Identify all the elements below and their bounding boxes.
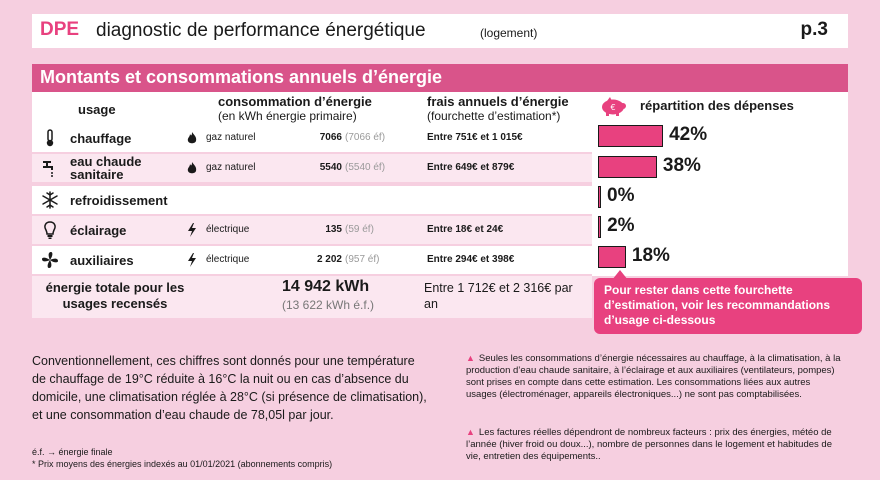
row-cost: Entre 751€ et 1 015€	[427, 132, 523, 143]
row-label: refroidissement	[70, 193, 168, 208]
note-scope: ▲ Seules les consommations d’énergie néce…	[466, 352, 842, 401]
document-title: diagnostic de performance énergétique	[96, 20, 426, 41]
row-energy: électrique	[206, 254, 250, 265]
column-consumption-subtitle: (en kWh énergie primaire)	[218, 109, 357, 123]
row-label: auxiliaires	[70, 253, 134, 268]
row-label: eau chaude sanitaire	[70, 154, 142, 182]
total-cost-range: Entre 1 712€ et 2 316€ par an	[424, 281, 573, 311]
document-header: DPE diagnostic de performance énergétiqu…	[32, 14, 848, 48]
note-prices: * Prix moyens des énergies indexés au 01…	[32, 459, 333, 469]
flame-icon	[187, 132, 197, 144]
document-subtitle: (logement)	[480, 26, 538, 40]
distribution-percent-eau-chaude: 38%	[662, 155, 701, 176]
svg-text:€: €	[610, 103, 615, 112]
column-usage: usage	[78, 102, 116, 117]
row-ef: (7066 éf)	[345, 132, 386, 143]
row-energy: gaz naturel	[206, 132, 256, 143]
row-label: éclairage	[70, 223, 127, 238]
section-title: Montants et consommations annuels d’éner…	[40, 67, 443, 87]
lightning-icon	[188, 253, 196, 267]
warning-icon: ▲	[466, 427, 475, 437]
row-ef: (5540 éf)	[345, 162, 386, 173]
column-consumption-title: consommation d’énergie	[218, 94, 372, 109]
distribution-bar-refroidissement	[598, 186, 601, 208]
row-kwh: 135	[325, 224, 342, 235]
row-cost: Entre 18€ et 24€	[427, 224, 504, 235]
section-header: Montants et consommations annuels d’éner…	[32, 64, 848, 92]
fan-icon	[42, 252, 58, 268]
table-row-auxiliaires: auxiliaires électrique 2 202 (957 éf) En…	[32, 246, 592, 274]
distribution-percent-eclairage: 2%	[607, 215, 635, 236]
row-label: chauffage	[70, 131, 132, 146]
table-row-refroidissement: refroidissement	[32, 186, 592, 214]
note-factors: ▲ Les factures réelles dépendront de nomb…	[466, 426, 842, 463]
column-distribution: répartition des dépenses	[640, 98, 794, 113]
warning-icon: ▲	[466, 353, 475, 363]
distribution-bar-chauffage	[598, 125, 664, 147]
table-row-chauffage: chauffage gaz naturel 7066 (7066 éf) Ent…	[32, 124, 592, 152]
piggy-bank-icon: €	[602, 97, 626, 116]
column-costs: frais annuels d’énergie (fourchette d’es…	[427, 94, 569, 124]
lightning-icon	[188, 223, 196, 237]
total-ef: (13 622 kWh é.f.)	[282, 298, 375, 312]
callout-pointer	[612, 270, 628, 280]
distribution-bar-eau-chaude	[598, 156, 657, 178]
column-costs-title: frais annuels d’énergie	[427, 94, 569, 109]
row-energy: électrique	[206, 224, 250, 235]
dpe-logo-text: DPE	[40, 19, 80, 40]
column-consumption: consommation d’énergie (en kWh énergie p…	[218, 94, 372, 124]
total-kwh: 14 942 kWh	[282, 278, 370, 295]
table-row-eau-chaude: eau chaude sanitaire gaz naturel 5540 (5…	[32, 154, 592, 182]
row-kwh: 7066	[319, 132, 342, 143]
total-label: énergie totale pour les usages recensés	[45, 280, 185, 311]
distribution-percent-refroidissement: 0%	[607, 185, 635, 206]
row-cost: Entre 649€ et 879€	[427, 162, 515, 173]
recommendation-callout: Pour rester dans cette fourchette d’esti…	[594, 278, 862, 334]
row-ef: (957 éf)	[345, 254, 380, 265]
note-ef: é.f. → énergie finale	[32, 447, 113, 457]
page-number: p.3	[800, 19, 828, 40]
distribution-panel: € répartition des dépenses	[592, 92, 848, 276]
column-costs-subtitle: (fourchette d’estimation*)	[427, 109, 561, 123]
distribution-bar-auxiliaires	[598, 246, 626, 268]
lightbulb-icon	[44, 221, 56, 239]
row-cost: Entre 294€ et 398€	[427, 254, 515, 265]
note-scope-text: Seules les consommations d’énergie néces…	[466, 353, 841, 400]
row-kwh: 5540	[319, 162, 342, 173]
row-kwh: 2 202	[316, 254, 342, 265]
total-row: énergie totale pour les usages recensés …	[32, 276, 592, 318]
distribution-percent-auxiliaires: 18%	[631, 245, 670, 266]
flame-icon	[187, 162, 197, 174]
table-row-eclairage: éclairage électrique 135 (59 éf) Entre 1…	[32, 216, 592, 244]
faucet-icon	[43, 161, 53, 177]
thermometer-icon	[46, 129, 54, 147]
distribution-bar-eclairage	[598, 216, 602, 238]
note-factors-text: Les factures réelles dépendront de nombr…	[466, 427, 832, 462]
table-header: usage consommation d’énergie (en kWh éne…	[32, 92, 592, 124]
row-ef: (59 éf)	[345, 224, 374, 235]
conditions-paragraph: Conventionnellement, ces chiffres sont d…	[32, 354, 427, 422]
distribution-percent-chauffage: 42%	[669, 124, 708, 145]
snowflake-icon	[42, 191, 58, 209]
callout-text: Pour rester dans cette fourchette d’esti…	[604, 283, 831, 327]
row-energy: gaz naturel	[206, 162, 256, 173]
